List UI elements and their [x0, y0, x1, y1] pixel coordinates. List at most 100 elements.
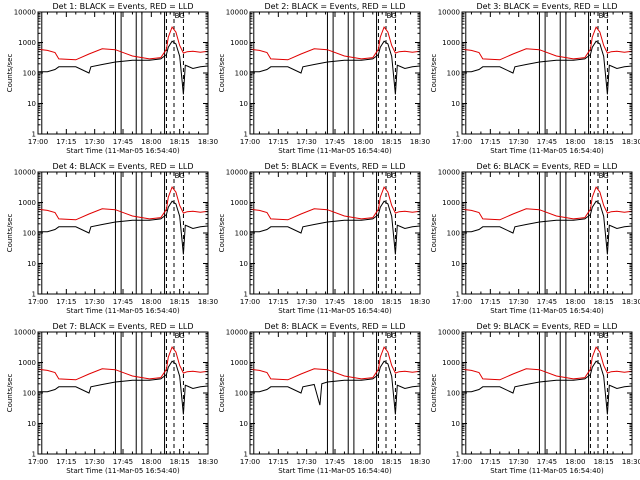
y-tick-label: 10	[239, 260, 248, 268]
y-tick-label: 10	[239, 420, 248, 428]
y-tick-label: 1	[32, 291, 36, 299]
series-events-line	[462, 360, 633, 415]
y-axis-label: Counts/sec	[218, 374, 226, 413]
y-tick-label: 10000	[226, 9, 248, 17]
x-tick-label: 18:15	[594, 138, 614, 146]
y-axis-label: Counts/sec	[218, 214, 226, 253]
panel-title: Det 6: BLACK = Events, RED = LLD	[477, 162, 618, 171]
x-tick-label: 17:00	[452, 138, 472, 146]
panel-det-1: Det 1: BLACK = Events, RED = LLDBG110100…	[6, 2, 218, 155]
x-tick-label: 17:45	[113, 298, 133, 306]
y-tick-label: 1000	[230, 199, 248, 207]
x-tick-label: 17:45	[325, 298, 345, 306]
x-tick-label: 18:00	[141, 138, 161, 146]
x-tick-label: 17:00	[28, 298, 48, 306]
x-tick-label: 17:30	[85, 458, 105, 466]
series-events-line	[462, 200, 633, 255]
y-tick-label: 100	[23, 230, 36, 238]
y-tick-label: 1	[244, 131, 248, 139]
x-tick-label: 17:30	[85, 298, 105, 306]
x-tick-label: 18:00	[353, 298, 373, 306]
y-tick-label: 100	[447, 390, 460, 398]
x-tick-label: 17:15	[268, 138, 288, 146]
panel-title: Det 8: BLACK = Events, RED = LLD	[265, 322, 406, 331]
x-tick-label: 17:00	[240, 458, 260, 466]
panel-det-4: Det 4: BLACK = Events, RED = LLDBG110100…	[6, 162, 218, 315]
x-tick-label: 17:00	[28, 458, 48, 466]
y-axis-label: Counts/sec	[6, 374, 14, 413]
x-tick-label: 17:45	[537, 458, 557, 466]
y-tick-label: 100	[235, 70, 248, 78]
y-tick-label: 100	[447, 230, 460, 238]
y-tick-label: 1000	[230, 359, 248, 367]
x-axis-label: Start Time (11-Mar-05 16:54:40)	[490, 147, 604, 155]
series-events-line	[250, 360, 421, 415]
panel-det-5: Det 5: BLACK = Events, RED = LLDBG110100…	[218, 162, 430, 315]
y-axis-label: Counts/sec	[6, 214, 14, 253]
y-tick-label: 10000	[14, 9, 36, 17]
y-tick-label: 1000	[442, 39, 460, 47]
plot-frame	[37, 171, 209, 295]
x-tick-label: 17:15	[56, 138, 76, 146]
x-tick-label: 17:45	[325, 138, 345, 146]
x-tick-label: 18:15	[170, 298, 190, 306]
x-tick-label: 18:00	[565, 458, 585, 466]
x-tick-label: 17:15	[268, 298, 288, 306]
x-tick-label: 17:15	[268, 458, 288, 466]
panel-title: Det 7: BLACK = Events, RED = LLD	[53, 322, 194, 331]
y-tick-label: 10000	[438, 9, 460, 17]
y-tick-label: 1	[456, 131, 460, 139]
x-tick-label: 18:30	[410, 458, 430, 466]
x-tick-label: 18:00	[353, 138, 373, 146]
series-events-line	[38, 40, 209, 95]
x-tick-label: 17:15	[56, 458, 76, 466]
y-tick-label: 100	[235, 230, 248, 238]
x-tick-label: 17:30	[85, 138, 105, 146]
x-tick-label: 18:15	[170, 458, 190, 466]
x-tick-label: 18:15	[382, 138, 402, 146]
x-tick-label: 17:00	[28, 138, 48, 146]
y-tick-label: 10	[451, 420, 460, 428]
y-tick-label: 100	[235, 390, 248, 398]
x-tick-label: 17:30	[297, 298, 317, 306]
y-tick-label: 10	[239, 100, 248, 108]
y-tick-label: 10000	[438, 329, 460, 337]
x-tick-label: 17:30	[297, 138, 317, 146]
series-lld-line	[37, 26, 209, 61]
x-tick-label: 17:00	[452, 298, 472, 306]
y-tick-label: 10	[27, 100, 36, 108]
y-tick-label: 1000	[18, 199, 36, 207]
panel-title: Det 2: BLACK = Events, RED = LLD	[265, 2, 406, 11]
x-tick-label: 17:30	[509, 458, 529, 466]
y-tick-label: 100	[23, 390, 36, 398]
x-tick-label: 17:45	[113, 458, 133, 466]
x-tick-label: 17:15	[56, 298, 76, 306]
x-tick-label: 18:15	[382, 298, 402, 306]
series-events-line	[250, 40, 421, 95]
y-tick-label: 10000	[226, 169, 248, 177]
x-axis-label: Start Time (11-Mar-05 16:54:40)	[490, 467, 604, 475]
y-tick-label: 1000	[442, 359, 460, 367]
x-tick-label: 17:00	[240, 298, 260, 306]
panel-det-9: Det 9: BLACK = Events, RED = LLDBG110100…	[430, 322, 640, 475]
series-lld-line	[461, 186, 633, 221]
x-tick-label: 17:30	[509, 298, 529, 306]
y-tick-label: 100	[447, 70, 460, 78]
x-tick-label: 17:45	[537, 298, 557, 306]
y-tick-label: 1	[32, 131, 36, 139]
y-tick-label: 100	[23, 70, 36, 78]
x-tick-label: 18:30	[198, 298, 218, 306]
x-tick-label: 18:30	[198, 458, 218, 466]
y-tick-label: 1	[456, 451, 460, 459]
panel-det-8: Det 8: BLACK = Events, RED = LLDBG110100…	[218, 322, 430, 475]
series-lld-line	[461, 346, 633, 381]
x-axis-label: Start Time (11-Mar-05 16:54:40)	[66, 307, 180, 315]
y-tick-label: 1000	[18, 39, 36, 47]
y-tick-label: 1	[32, 451, 36, 459]
y-tick-label: 10	[451, 100, 460, 108]
plot-frame	[37, 11, 209, 135]
series-events-line	[462, 40, 633, 95]
x-tick-label: 18:00	[353, 458, 373, 466]
plot-frame	[37, 331, 209, 455]
